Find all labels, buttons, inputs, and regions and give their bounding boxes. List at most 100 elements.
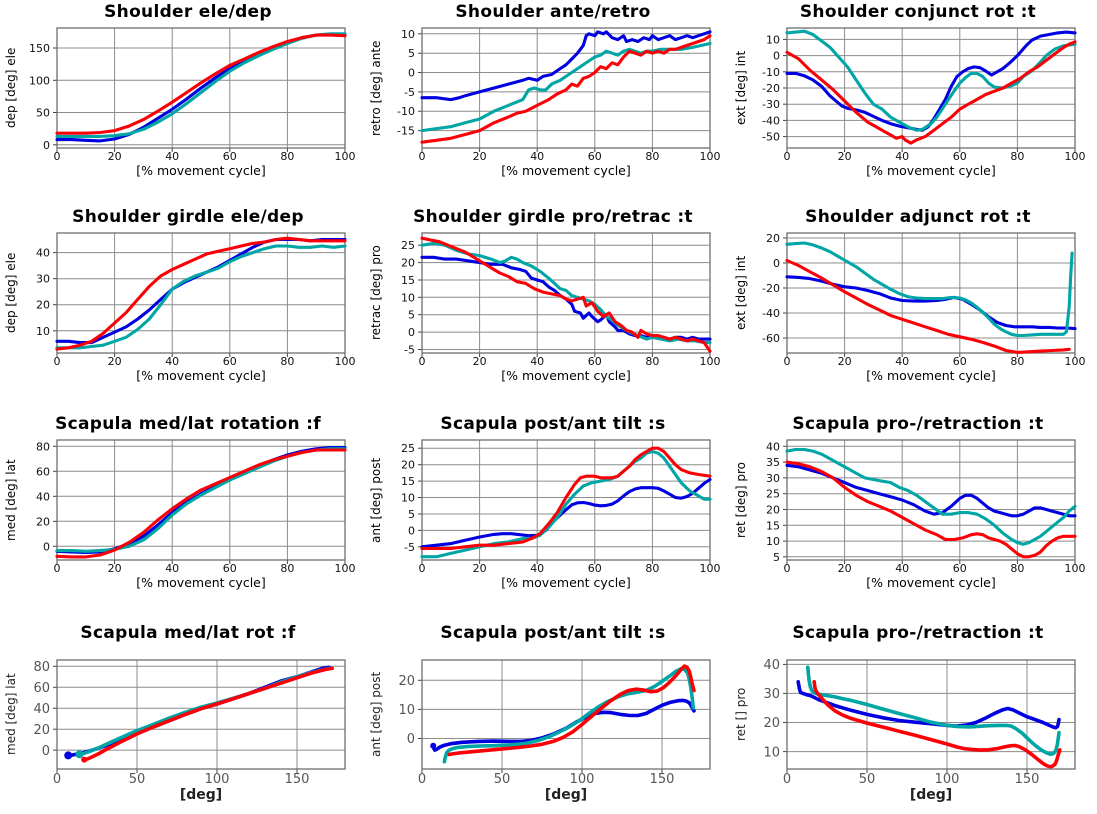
svg-text:20: 20: [36, 515, 50, 528]
svg-text:60: 60: [953, 150, 967, 163]
svg-text:150: 150: [1015, 772, 1040, 787]
svg-text:40: 40: [530, 150, 544, 163]
svg-text:0: 0: [54, 355, 61, 368]
svg-text:20: 20: [838, 355, 852, 368]
chart-cell-shoulder-conjunct-rot: Shoulder conjunct rot :t ext [deg] int 0…: [730, 0, 1097, 205]
svg-text:20: 20: [473, 150, 487, 163]
svg-text:-40: -40: [762, 114, 780, 127]
svg-text:0: 0: [419, 355, 426, 368]
plot-canvas: 0 50 100 150 0 20 40 60 80: [33, 659, 346, 787]
svg-text:80: 80: [645, 150, 659, 163]
svg-text:80: 80: [1010, 562, 1024, 575]
svg-text:80: 80: [33, 660, 50, 675]
svg-text:-20: -20: [762, 282, 780, 295]
plot-canvas: 0 20 40 60 80 100 -5 0 5 10 15 20 25: [401, 439, 721, 575]
svg-text:0: 0: [773, 257, 780, 270]
svg-text:80: 80: [1010, 355, 1024, 368]
plot-canvas: 0 20 40 60 80 100 10 20 30 40: [36, 232, 356, 368]
svg-text:30: 30: [36, 273, 50, 286]
svg-text:0: 0: [784, 150, 791, 163]
svg-text:60: 60: [36, 465, 50, 478]
x-axis-label: [% movement cycle]: [866, 368, 996, 383]
chart-title: Scapula pro-/retraction :t: [792, 623, 1044, 643]
svg-text:100: 100: [335, 562, 356, 575]
svg-text:10: 10: [401, 291, 415, 304]
svg-text:0: 0: [408, 524, 415, 537]
chart-cell-shoulder-girdle-pro-retrac: Shoulder girdle pro/retrac :t retrac [de…: [365, 205, 730, 412]
svg-text:40: 40: [763, 658, 780, 673]
chart-title: Shoulder adjunct rot :t: [805, 207, 1031, 227]
svg-text:10: 10: [763, 745, 780, 760]
chart-title: Shoulder girdle pro/retrac :t: [413, 207, 693, 227]
svg-text:-20: -20: [762, 82, 780, 95]
svg-text:0: 0: [407, 732, 415, 747]
chart-title: Scapula med/lat rot :f: [80, 623, 296, 643]
svg-text:50: 50: [494, 772, 511, 787]
svg-text:0: 0: [773, 50, 780, 63]
chart-title: Scapula pro-/retraction :t: [792, 414, 1044, 434]
svg-text:60: 60: [588, 150, 602, 163]
svg-text:20: 20: [401, 257, 415, 270]
svg-text:40: 40: [165, 355, 179, 368]
svg-text:100: 100: [1065, 562, 1086, 575]
svg-text:20: 20: [838, 150, 852, 163]
svg-text:25: 25: [401, 239, 415, 252]
svg-text:40: 40: [36, 247, 50, 260]
svg-text:0: 0: [783, 772, 791, 787]
svg-text:100: 100: [1065, 355, 1086, 368]
svg-text:100: 100: [335, 150, 356, 163]
svg-text:20: 20: [401, 459, 415, 472]
svg-text:150: 150: [285, 772, 310, 787]
svg-text:-10: -10: [762, 66, 780, 79]
svg-text:20: 20: [108, 562, 122, 575]
x-axis-label: [% movement cycle]: [136, 163, 266, 178]
svg-text:0: 0: [54, 150, 61, 163]
chart-cell-scapula-med-lat-rotation: Scapula med/lat rotation :f med [deg] la…: [0, 412, 365, 612]
svg-text:80: 80: [1010, 150, 1024, 163]
chart-title: Shoulder ele/dep: [104, 2, 272, 22]
chart-cell-shoulder-ante-retro: Shoulder ante/retro retro [deg] ante 0 20…: [365, 0, 730, 205]
svg-text:0: 0: [408, 67, 415, 80]
svg-text:60: 60: [588, 355, 602, 368]
x-axis-label: [% movement cycle]: [501, 368, 631, 383]
plot-canvas: 0 20 40 60 80 100 5 10 15 20 25 30 35 40: [766, 439, 1086, 575]
svg-text:100: 100: [935, 772, 960, 787]
svg-text:40: 40: [895, 355, 909, 368]
svg-text:100: 100: [1065, 150, 1086, 163]
svg-text:40: 40: [530, 562, 544, 575]
svg-text:0: 0: [784, 562, 791, 575]
svg-text:100: 100: [29, 74, 50, 87]
svg-text:40: 40: [895, 150, 909, 163]
svg-text:30: 30: [766, 472, 780, 485]
svg-text:20: 20: [473, 355, 487, 368]
plot-canvas: 0 20 40 60 80 100 -60 -40 -20 0 20: [762, 232, 1086, 368]
svg-text:40: 40: [766, 440, 780, 453]
svg-text:10: 10: [36, 325, 50, 338]
svg-text:5: 5: [408, 508, 415, 521]
svg-text:15: 15: [401, 475, 415, 488]
svg-text:40: 40: [36, 490, 50, 503]
svg-text:40: 40: [165, 150, 179, 163]
svg-text:15: 15: [766, 519, 780, 532]
x-axis-label: [deg]: [909, 787, 953, 803]
svg-text:-5: -5: [404, 344, 415, 357]
svg-text:50: 50: [129, 772, 146, 787]
x-axis-label: [% movement cycle]: [501, 163, 631, 178]
svg-text:0: 0: [784, 355, 791, 368]
svg-text:40: 40: [165, 562, 179, 575]
svg-text:35: 35: [766, 456, 780, 469]
svg-text:100: 100: [335, 355, 356, 368]
svg-text:20: 20: [766, 504, 780, 517]
svg-text:150: 150: [29, 42, 50, 55]
svg-text:-15: -15: [397, 125, 415, 138]
svg-text:80: 80: [280, 562, 294, 575]
svg-text:20: 20: [398, 674, 415, 689]
svg-text:100: 100: [700, 355, 721, 368]
svg-text:15: 15: [401, 274, 415, 287]
svg-text:-10: -10: [397, 105, 415, 118]
svg-text:60: 60: [953, 355, 967, 368]
chart-cell-scapula-pro-retraction: Scapula pro-/retraction :t ret [deg] pro…: [730, 412, 1097, 612]
plot-canvas: 0 20 40 60 80 100 0 20 40 60 80: [36, 439, 356, 575]
